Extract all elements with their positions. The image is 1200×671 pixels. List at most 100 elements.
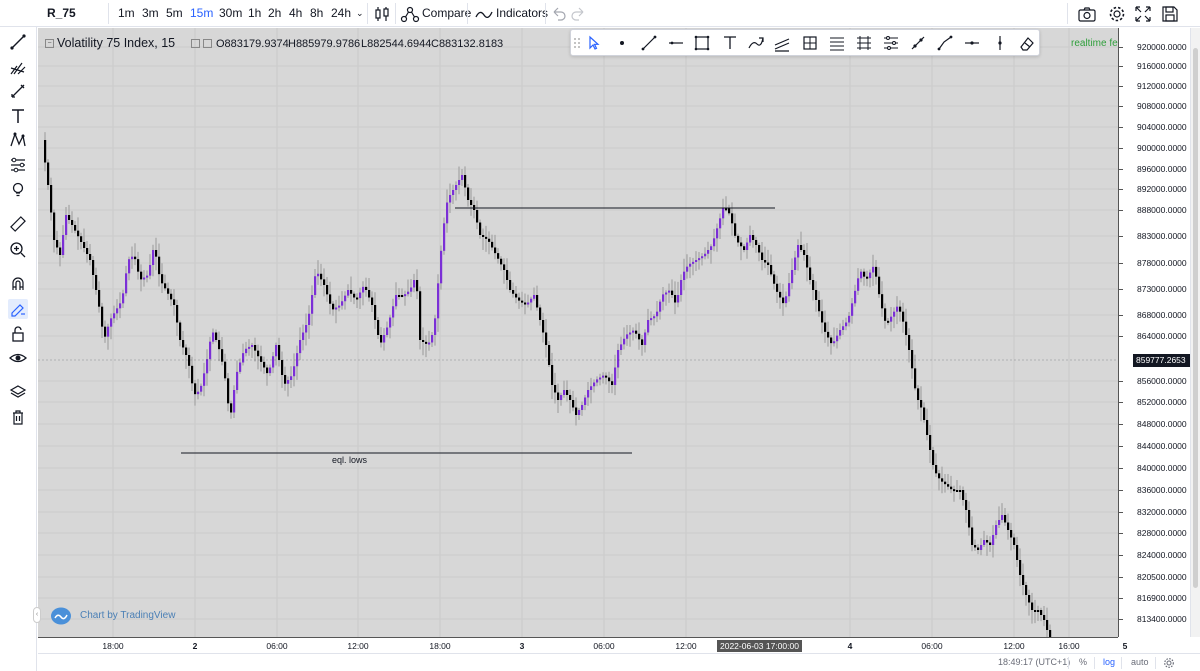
bullish-candle <box>791 270 794 284</box>
drag-handle-icon[interactable] <box>573 34 581 52</box>
bullish-candle <box>62 235 65 255</box>
collapse-legend-icon[interactable]: − <box>45 39 54 48</box>
vertical-line-icon[interactable] <box>991 34 1009 52</box>
bullish-candle <box>896 306 899 312</box>
trash-icon[interactable] <box>8 407 28 427</box>
bullish-candle <box>659 301 662 312</box>
fullscreen-icon[interactable] <box>1133 4 1153 24</box>
horizontal-line-icon[interactable] <box>667 34 685 52</box>
price-label: 848000.0000 <box>1137 419 1187 429</box>
legend-toggle-icon[interactable] <box>191 39 200 48</box>
compare-button[interactable]: Compare <box>422 6 472 20</box>
bearish-candle <box>1016 545 1019 560</box>
bullish-candle <box>596 379 599 383</box>
bullish-candle <box>197 391 200 395</box>
bearish-candle <box>743 246 746 250</box>
undo-icon[interactable] <box>549 4 569 24</box>
bearish-candle <box>899 306 902 312</box>
bearish-candle <box>1049 630 1052 637</box>
compare-icon[interactable] <box>400 4 420 24</box>
symbol-search[interactable]: R_75 <box>47 6 76 20</box>
save-icon[interactable] <box>1160 4 1180 24</box>
brush-icon[interactable] <box>8 81 28 101</box>
interval-3m[interactable]: 3m <box>142 6 159 20</box>
prediction-icon[interactable] <box>8 155 28 175</box>
price-label: 840000.0000 <box>1137 463 1187 473</box>
rectangle-icon[interactable] <box>693 34 711 52</box>
interval-1h[interactable]: 1h <box>248 6 262 20</box>
scrollbar-thumb[interactable] <box>1193 48 1198 588</box>
text-tool-icon[interactable] <box>8 106 28 126</box>
legend-toggle-icon-2[interactable] <box>203 39 212 48</box>
percent-toggle[interactable]: % <box>1079 657 1088 667</box>
bearish-candle <box>671 290 674 295</box>
zoom-in-icon[interactable] <box>8 240 28 260</box>
interval-24h[interactable]: 24h <box>331 6 352 20</box>
text-icon[interactable] <box>721 34 739 52</box>
pattern-icon[interactable] <box>8 130 28 150</box>
price-tick <box>1119 289 1123 290</box>
redo-icon[interactable] <box>568 4 588 24</box>
chart-pane[interactable] <box>38 28 1118 637</box>
magnet-icon[interactable] <box>8 274 28 294</box>
fib-channel-icon[interactable] <box>882 34 900 52</box>
collapse-toolbar-handle[interactable]: ‹ <box>33 607 41 623</box>
indicators-icon[interactable] <box>474 4 494 24</box>
parallel-channel-icon[interactable] <box>773 34 791 52</box>
eql-lows-annotation[interactable]: eql. lows <box>332 455 368 465</box>
candlestick-chart[interactable] <box>38 28 1118 637</box>
bearish-candle <box>503 264 506 270</box>
bearish-candle <box>770 265 773 275</box>
bullish-candle <box>152 250 155 265</box>
trend-line-icon[interactable] <box>640 34 658 52</box>
vertical-scrollbar[interactable] <box>1190 28 1200 637</box>
log-toggle[interactable]: log <box>1103 657 1116 667</box>
eraser-icon[interactable] <box>1018 34 1036 52</box>
indicators-button[interactable]: Indicators <box>496 6 549 20</box>
bearish-candle <box>194 383 197 395</box>
bullish-candle <box>446 202 449 224</box>
chevron-down-icon[interactable]: ⌄ <box>356 8 364 18</box>
bullish-candle <box>980 545 983 550</box>
time-axis[interactable]: 18:00 2 06:00 12:00 18:00 3 06:00 12:00 4 06:00 12… <box>38 637 1127 653</box>
settings-icon[interactable] <box>1107 4 1127 24</box>
brush-icon[interactable] <box>747 34 765 52</box>
fib-extension-icon[interactable] <box>855 34 873 52</box>
candles-icon[interactable] <box>372 4 392 24</box>
bullish-candle <box>686 266 689 272</box>
fib-retracement-icon[interactable] <box>828 34 846 52</box>
axis-settings-icon[interactable] <box>1163 657 1175 669</box>
price-tick <box>1119 598 1123 599</box>
bearish-candle <box>260 356 263 362</box>
eye-icon[interactable] <box>8 348 28 368</box>
cursor-icon[interactable] <box>585 34 603 52</box>
bearish-candle <box>941 478 944 482</box>
camera-icon[interactable] <box>1077 4 1097 24</box>
trend-line-icon[interactable] <box>8 32 28 52</box>
interval-30m[interactable]: 30m <box>219 6 243 20</box>
price-axis[interactable]: 920000.0000 916000.0000 912000.0000 908000.… <box>1118 28 1191 637</box>
layers-icon[interactable] <box>8 382 28 402</box>
interval-1m[interactable]: 1m <box>118 6 135 20</box>
interval-8h[interactable]: 8h <box>310 6 324 20</box>
lightbulb-icon[interactable] <box>8 180 28 200</box>
bullish-candle <box>983 540 986 545</box>
pitchfork-icon[interactable] <box>8 57 28 77</box>
bullish-candle <box>455 185 458 190</box>
lock-icon[interactable] <box>8 324 28 344</box>
curve-icon[interactable] <box>936 34 954 52</box>
gann-box-icon[interactable] <box>801 34 819 52</box>
horizontal-ray-icon[interactable] <box>963 34 981 52</box>
legend-low: L882544.6944 <box>361 38 432 50</box>
interval-2h[interactable]: 2h <box>268 6 282 20</box>
interval-15m[interactable]: 15m <box>190 6 214 20</box>
bullish-candle <box>590 386 593 390</box>
dot-icon[interactable] <box>613 34 631 52</box>
stay-drawing-icon[interactable] <box>8 299 28 319</box>
interval-5m[interactable]: 5m <box>166 6 183 20</box>
ruler-icon[interactable] <box>8 214 28 234</box>
auto-toggle[interactable]: auto <box>1131 657 1149 667</box>
interval-4h[interactable]: 4h <box>289 6 303 20</box>
arrow-line-icon[interactable] <box>909 34 927 52</box>
time-label: 12:00 <box>675 641 697 651</box>
